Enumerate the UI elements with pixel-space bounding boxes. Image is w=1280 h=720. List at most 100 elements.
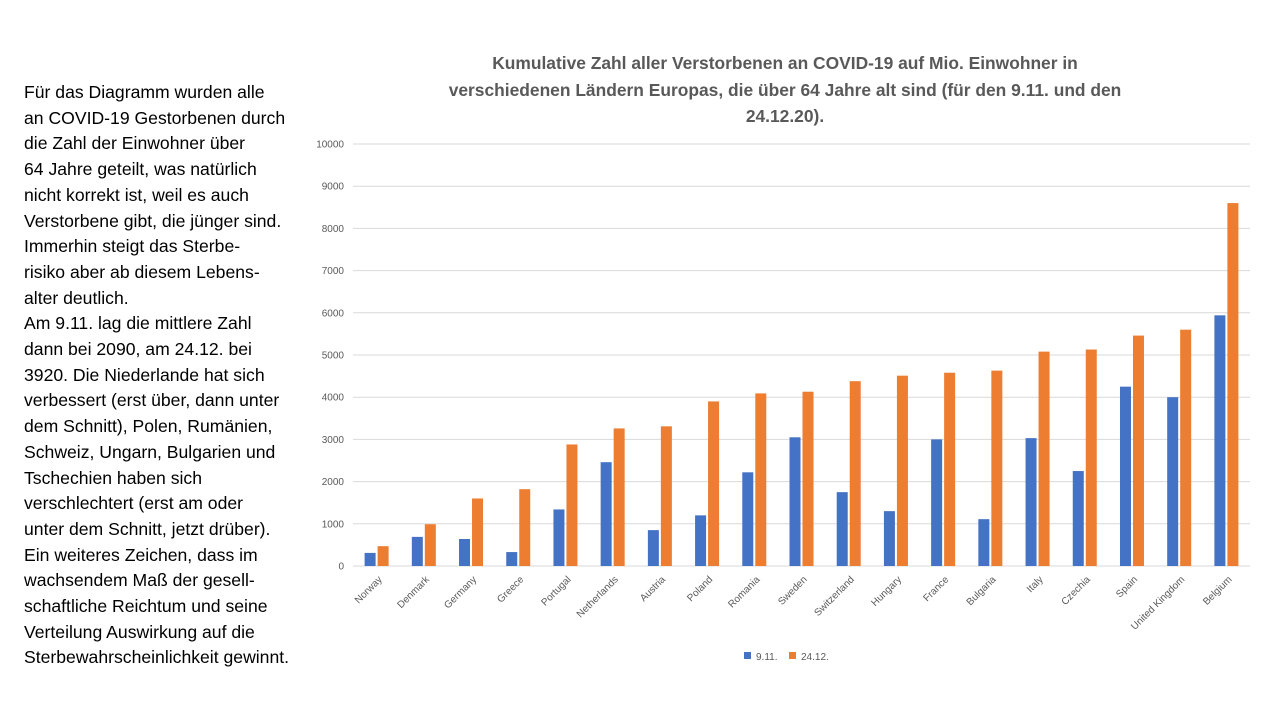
x-category-label: Poland (685, 574, 715, 604)
chart-title-line: Kumulative Zahl aller Verstorbenen an CO… (492, 53, 1078, 73)
bar-series1-belgium (1214, 315, 1226, 566)
y-tick-label: 2000 (322, 477, 345, 488)
bar-series1-portugal (553, 509, 565, 566)
bar-series2-switzerland (849, 381, 861, 566)
description-line: verbessert (erst über, dann unter (24, 390, 280, 411)
bar-series1-greece (506, 552, 518, 566)
legend: 9.11. 24.12. (744, 652, 829, 663)
gridlines (353, 143, 1250, 567)
bar-series2-italy (1038, 351, 1050, 566)
bar-series1-poland (695, 515, 707, 566)
x-category-label: Greece (495, 574, 526, 605)
bar-series2-hungary (896, 375, 908, 566)
x-category-label: Portugal (539, 574, 573, 608)
x-category-label: Italy (1025, 574, 1046, 595)
description-line: alter deutlich. (24, 287, 129, 308)
bar-series2-france (944, 372, 956, 566)
description-line: schaftliche Reichtum und seine (24, 596, 268, 617)
bar-series2-germany (472, 498, 484, 566)
y-axis-tick-labels: 0 1000 2000 3000 4000 5000 6000 7000 8000 9000 100… (316, 140, 344, 573)
x-category-label: Austria (638, 574, 668, 604)
description-line: Für das Diagramm wurden alle (24, 82, 265, 102)
description-line: risiko aber ab diesem Lebens- (24, 261, 260, 282)
x-category-label: Romania (726, 574, 762, 610)
bar-series2-bulgaria (991, 370, 1003, 566)
bar-series2-spain (1132, 335, 1144, 566)
description-text: Für das Diagramm wurden alle an COVID-19 … (24, 80, 324, 671)
y-tick-label: 4000 (322, 393, 345, 404)
bar-series1-switzerland (836, 492, 848, 566)
bar-series1-czechia (1072, 471, 1084, 566)
legend-swatch (744, 652, 751, 659)
legend-label: 24.12. (801, 652, 829, 663)
x-category-label: Norway (353, 574, 385, 606)
bar-series2-netherlands (613, 428, 625, 566)
bar-series1-hungary (883, 511, 895, 566)
bar-series1-romania (742, 472, 754, 566)
y-tick-label: 5000 (322, 351, 345, 362)
y-tick-label: 9000 (322, 182, 345, 193)
bar-series2-sweden (802, 391, 814, 566)
chart-title-line: verschiedenen Ländern Europas, die über … (448, 79, 1122, 100)
y-tick-label: 10000 (316, 140, 344, 151)
description-line: Schweiz, Ungarn, Bulgarien und (24, 441, 276, 462)
y-tick-label: 8000 (322, 224, 345, 235)
bar-series1-bulgaria (978, 519, 990, 566)
description-line: Verstorbene gibt, die jünger sind. (24, 210, 282, 231)
y-tick-label: 6000 (322, 308, 345, 319)
x-category-label: Switzerland (812, 574, 856, 618)
x-category-label: Netherlands (575, 574, 621, 620)
bar-series1-france (931, 439, 943, 566)
x-category-label: France (921, 574, 951, 604)
description-line: an COVID-19 Gestorbenen durch (24, 107, 286, 128)
legend-swatch (789, 652, 796, 659)
description-line: Am 9.11. lag die mittlere Zahl (24, 313, 252, 334)
description-line: die Zahl der Einwohner über (24, 133, 246, 154)
description-line: Ein weiteres Zeichen, dass im (24, 544, 258, 565)
y-tick-label: 1000 (322, 519, 345, 530)
chart-title: Kumulative Zahl aller Verstorbenen an CO… (400, 50, 1170, 130)
bar-series1-germany (459, 538, 471, 566)
y-tick-label: 3000 (322, 435, 345, 446)
description-line: Tschechien haben sich (24, 467, 203, 488)
bar-series2-denmark (424, 524, 436, 566)
x-category-label: Czechia (1060, 574, 1094, 608)
description-line: verschlechtert (erst am oder (24, 493, 244, 514)
y-tick-label: 0 (338, 562, 344, 573)
description-line: Sterbewahrscheinlichkeit gewinnt. (24, 647, 290, 668)
description-line: Immerhin steigt das Sterbe- (24, 236, 241, 257)
bar-series1-austria (647, 530, 659, 566)
bar-series2-norway (377, 546, 389, 566)
x-axis-category-labels: Norway Denmark Germany Greece Portugal Nether… (353, 574, 1235, 633)
description-line: dem Schnitt), Polen, Rumänien, (24, 416, 273, 437)
bar-series1-united-kingdom (1167, 397, 1179, 566)
bars (364, 203, 1239, 566)
bar-series1-spain (1119, 386, 1131, 566)
bar-series1-denmark (411, 536, 423, 566)
x-category-label: Bulgaria (965, 574, 999, 608)
bar-series2-belgium (1227, 203, 1239, 566)
x-category-label: Germany (442, 574, 479, 611)
description-line: dann bei 2090, am 24.12. bei (24, 339, 252, 360)
description-line: wachsendem Maß der gesell- (24, 570, 255, 591)
bar-series2-romania (755, 393, 767, 566)
bar-series1-netherlands (600, 462, 612, 566)
x-category-label: Spain (1114, 574, 1140, 600)
bar-series1-sweden (789, 437, 801, 566)
description-line: unter dem Schnitt, jetzt drüber). (24, 518, 271, 539)
bar-series2-portugal (566, 444, 578, 566)
x-category-label: Sweden (776, 574, 809, 607)
description-line: nicht korrekt ist, weil es auch (24, 184, 249, 205)
bar-series2-austria (660, 426, 672, 566)
description-line: 64 Jahre geteilt, was natürlich (24, 159, 257, 180)
bar-series1-italy (1025, 438, 1037, 566)
description-line: 3920. Die Niederlande hat sich (24, 364, 265, 385)
x-category-label: Belgium (1201, 574, 1234, 607)
legend-label: 9.11. (756, 652, 778, 663)
x-category-label: Denmark (395, 574, 432, 611)
description-line: Verteilung Auswirkung auf die (24, 621, 255, 642)
bar-series1-norway (364, 552, 376, 566)
bar-series2-united-kingdom (1180, 329, 1192, 566)
bar-series2-czechia (1085, 349, 1097, 566)
